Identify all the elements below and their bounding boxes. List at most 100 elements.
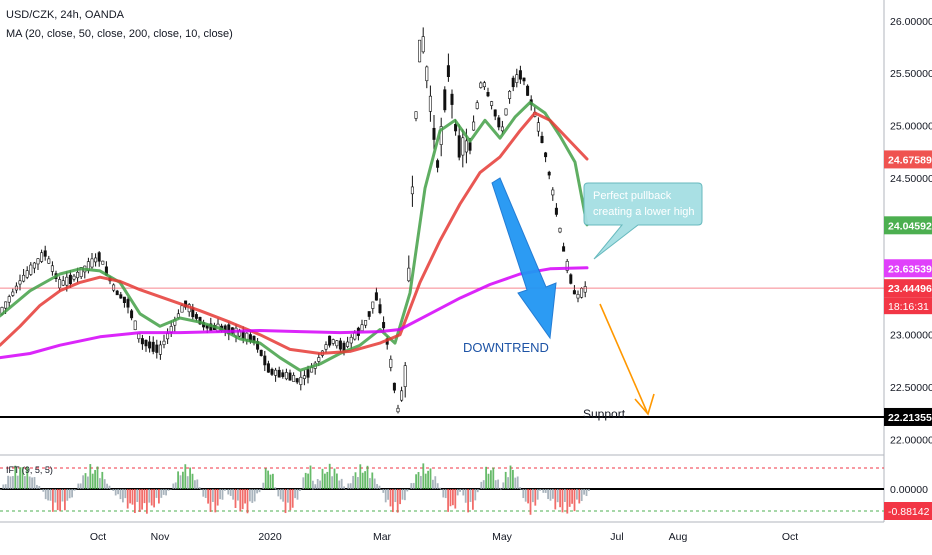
osc-bar — [256, 489, 258, 494]
price-tick-label: 26.00000 — [890, 16, 932, 28]
candle-body — [338, 340, 342, 350]
candle-body — [486, 92, 490, 97]
osc-bar — [16, 475, 19, 489]
candle-body — [4, 301, 8, 309]
osc-bar — [172, 483, 175, 489]
osc-bar — [480, 481, 483, 489]
callout-text-line1: Perfect pullback — [593, 190, 672, 202]
candle-body — [90, 258, 94, 268]
candle-body — [443, 89, 447, 111]
osc-bar — [420, 475, 422, 489]
candle-body — [518, 70, 522, 80]
osc-bar — [459, 489, 461, 492]
osc-bar — [300, 489, 302, 490]
osc-bar — [291, 489, 294, 508]
osc-bar — [352, 475, 354, 489]
downtrend-label: DOWNTREND — [463, 340, 549, 355]
osc-bar — [361, 472, 364, 489]
osc-bar — [516, 476, 519, 489]
callout-text-line2: creating a lower high — [593, 206, 695, 218]
osc-bar — [312, 480, 314, 489]
candle-body — [194, 314, 198, 319]
osc-bar — [47, 489, 49, 501]
osc-bar — [66, 489, 69, 501]
candle-body — [115, 290, 119, 296]
osc-bar — [478, 489, 480, 490]
osc-bar — [54, 489, 57, 503]
osc-bar — [75, 489, 77, 490]
osc-bar — [73, 489, 76, 491]
osc-bar — [462, 489, 465, 496]
candle-body — [328, 335, 332, 346]
osc-bar — [389, 489, 392, 507]
candle-body — [511, 77, 515, 88]
osc-bar — [202, 489, 205, 497]
candle-body — [72, 275, 76, 280]
candle-body — [144, 339, 148, 347]
osc-bar — [497, 479, 499, 489]
osc-bar — [452, 489, 454, 506]
candle-body — [464, 140, 468, 153]
osc-bar — [439, 487, 441, 489]
osc-value-label: -0.88142 — [888, 506, 930, 518]
candle-body — [324, 344, 328, 350]
candle-body — [482, 82, 486, 88]
price-badge — [884, 259, 932, 278]
osc-bar — [96, 466, 99, 489]
candle-body — [140, 338, 144, 345]
candle-body — [544, 152, 548, 158]
osc-bar — [482, 480, 485, 489]
osc-bar — [251, 489, 254, 503]
candle-body — [432, 127, 436, 140]
candle-body — [515, 74, 519, 83]
osc-bar — [260, 489, 262, 490]
osc-bar — [529, 489, 532, 515]
osc-bar — [449, 489, 452, 507]
osc-bar — [354, 472, 357, 489]
osc-bar — [289, 489, 292, 511]
osc-bar — [234, 489, 237, 509]
osc-bar — [274, 487, 277, 489]
osc-bar — [316, 479, 319, 489]
osc-bar — [319, 480, 321, 489]
osc-bar — [436, 483, 439, 489]
candle-body — [306, 369, 310, 378]
osc-bar — [568, 489, 571, 507]
candle-body — [493, 109, 497, 117]
osc-bar — [108, 485, 111, 489]
osc-bar — [467, 489, 469, 513]
osc-bar — [68, 489, 71, 499]
osc-bar — [82, 475, 84, 489]
osc-bar — [576, 489, 578, 500]
ma-line-ma-200 — [0, 266, 589, 360]
candle-body — [295, 378, 299, 383]
osc-bar — [148, 489, 151, 503]
candle-body — [468, 142, 472, 151]
candle-body — [400, 390, 404, 401]
osc-bar — [492, 467, 495, 489]
osc-bar — [469, 489, 472, 502]
osc-bar — [373, 478, 376, 489]
osc-bar — [514, 477, 517, 489]
osc-bar — [556, 489, 559, 503]
candle-body — [126, 299, 130, 308]
osc-bar — [412, 482, 415, 489]
candle-body — [454, 123, 458, 132]
osc-bar — [209, 489, 212, 512]
osc-bar — [326, 471, 329, 489]
osc-bar — [566, 489, 569, 514]
osc-bar — [28, 476, 31, 489]
osc-bar — [522, 489, 525, 499]
osc-bar — [392, 489, 394, 513]
osc-bar — [527, 489, 529, 504]
osc-bar — [56, 489, 59, 511]
osc-bar — [221, 489, 224, 500]
osc-bar — [415, 474, 417, 489]
candle-body — [392, 382, 396, 391]
countdown-label: 18:16:31 — [888, 301, 929, 313]
osc-bar — [384, 489, 387, 503]
candle-body — [331, 339, 335, 344]
osc-bar — [136, 489, 139, 502]
osc-bar — [12, 476, 14, 489]
